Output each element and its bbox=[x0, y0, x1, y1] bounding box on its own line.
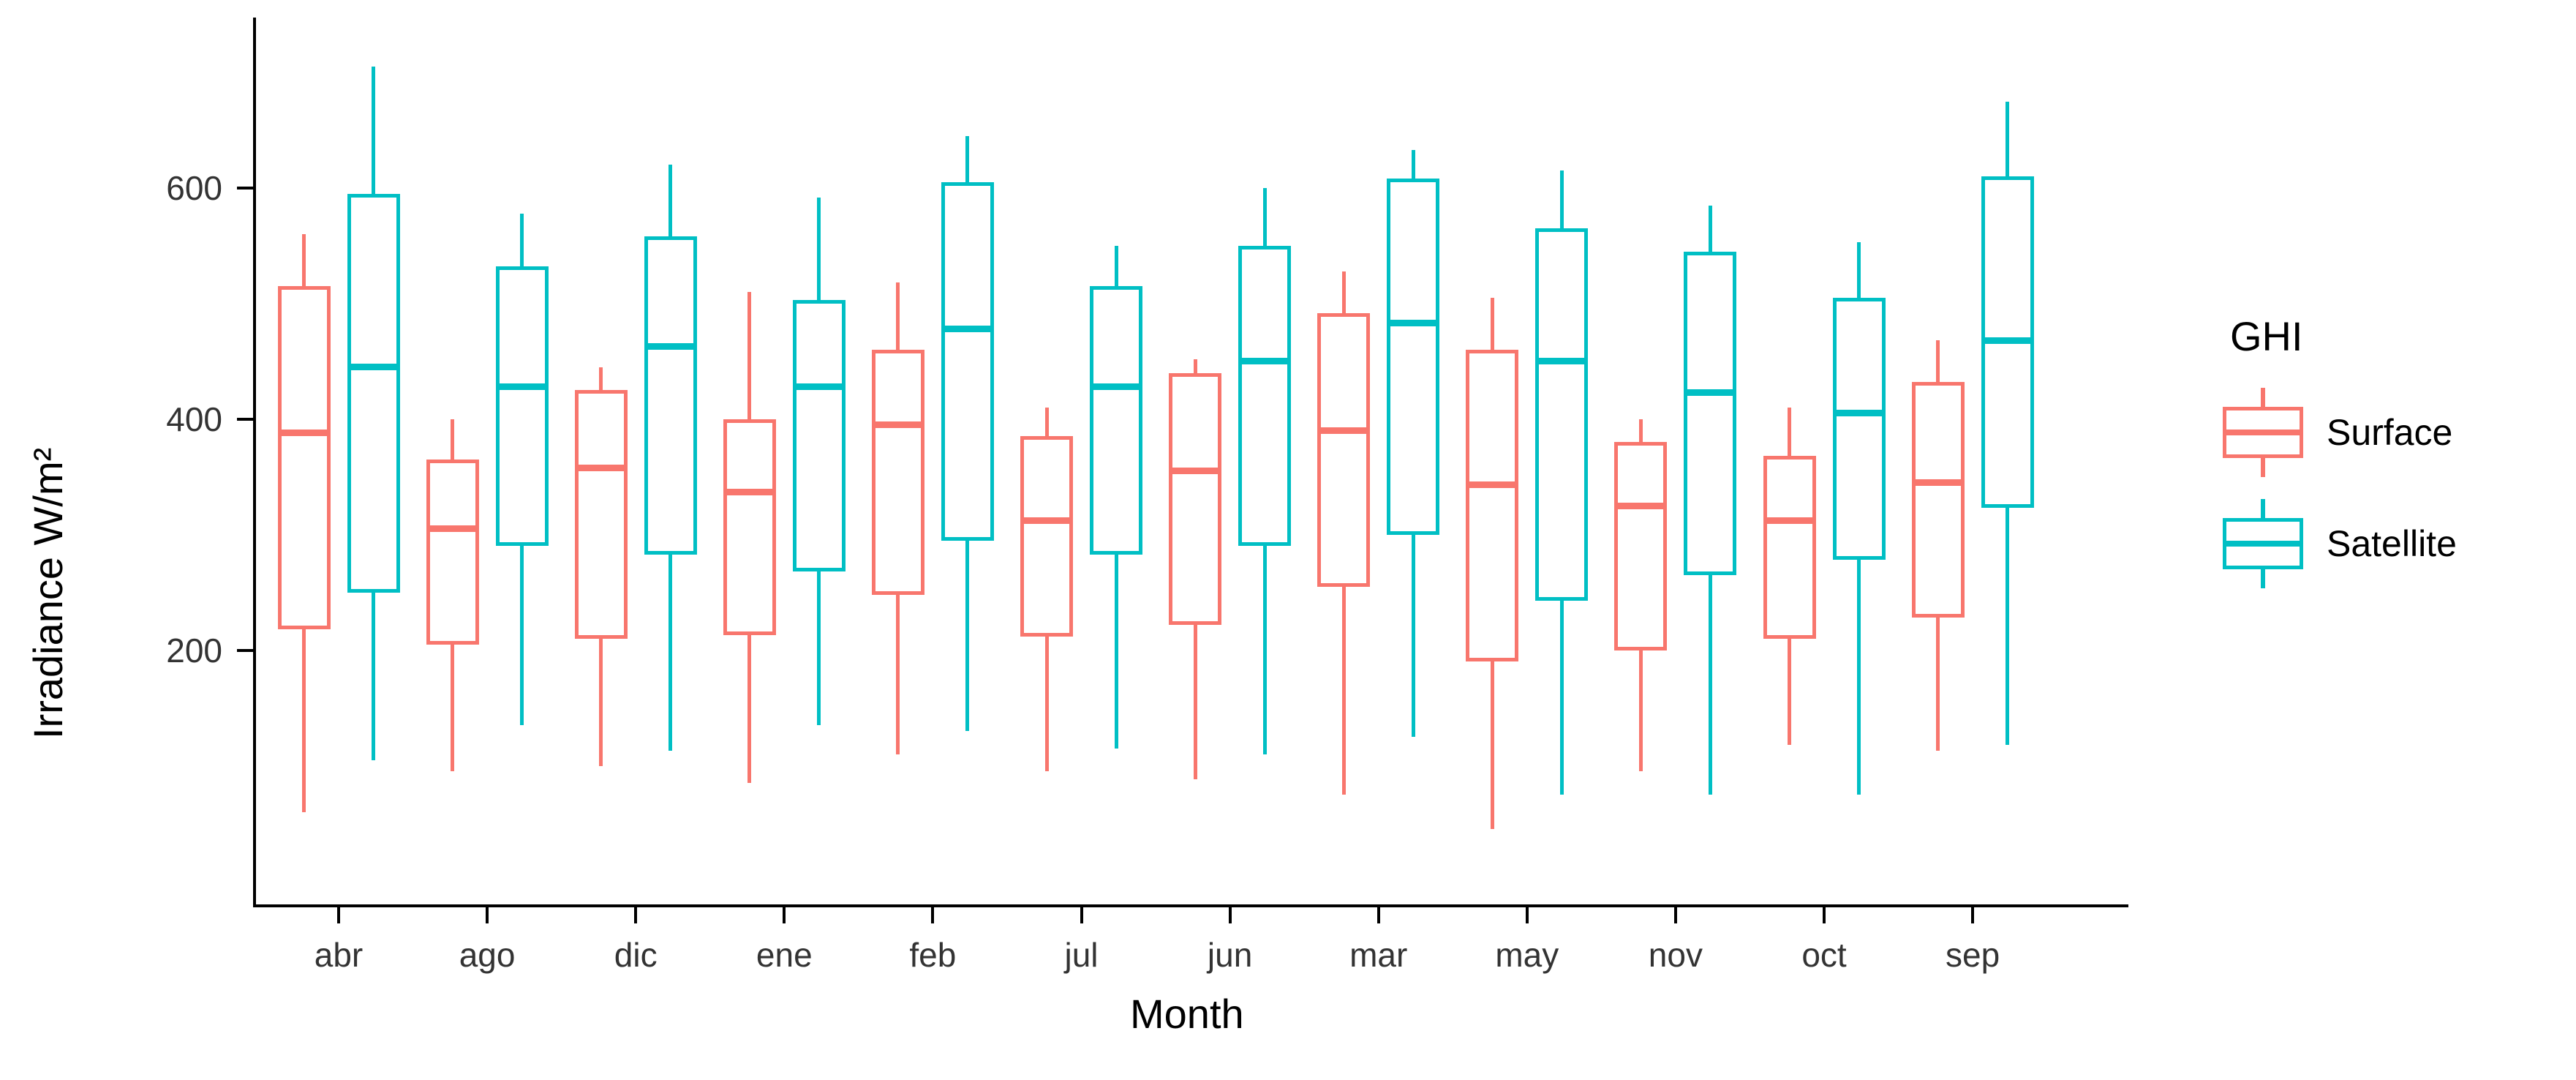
box-nov-surface bbox=[1614, 442, 1668, 650]
y-axis-title: Irradiance W/m² bbox=[25, 447, 71, 739]
key-median bbox=[2223, 541, 2303, 547]
box-ago-satellite bbox=[495, 266, 549, 547]
box-mar-satellite bbox=[1387, 179, 1440, 535]
x-tick-label-ago: ago bbox=[459, 936, 516, 974]
key-lower-whisker bbox=[2261, 458, 2265, 477]
median-may-surface bbox=[1466, 481, 1519, 489]
median-mar-surface bbox=[1317, 427, 1371, 435]
satellite-boxplot-key-icon bbox=[2220, 499, 2306, 588]
box-dic-surface bbox=[574, 390, 628, 639]
y-tick-mark bbox=[237, 417, 253, 421]
x-tick-mark bbox=[1525, 907, 1529, 923]
key-median bbox=[2223, 430, 2303, 435]
x-tick-label-oct: oct bbox=[1801, 936, 1847, 974]
median-abr-satellite bbox=[347, 364, 400, 371]
x-axis-title: Month bbox=[1130, 991, 1244, 1037]
median-feb-surface bbox=[871, 421, 924, 429]
box-jul-surface bbox=[1020, 436, 1073, 637]
median-oct-surface bbox=[1763, 517, 1816, 525]
box-dic-satellite bbox=[644, 236, 697, 555]
x-tick-mark bbox=[1080, 907, 1083, 923]
median-oct-satellite bbox=[1832, 410, 1886, 417]
x-tick-label-sep: sep bbox=[1946, 936, 2000, 974]
x-tick-mark bbox=[1823, 907, 1826, 923]
median-may-satellite bbox=[1535, 358, 1589, 365]
median-ago-satellite bbox=[495, 383, 549, 391]
y-tick-mark bbox=[237, 186, 253, 190]
surface-boxplot-key-icon bbox=[2220, 388, 2306, 477]
x-tick-mark bbox=[931, 907, 935, 923]
box-nov-satellite bbox=[1684, 251, 1737, 575]
key-lower-whisker bbox=[2261, 569, 2265, 588]
x-tick-label-abr: abr bbox=[314, 936, 364, 974]
x-tick-mark bbox=[1376, 907, 1380, 923]
x-tick-label-dic: dic bbox=[614, 936, 658, 974]
x-tick-mark bbox=[783, 907, 786, 923]
box-ene-surface bbox=[723, 419, 776, 636]
box-abr-satellite bbox=[347, 193, 400, 593]
legend-label-surface: Surface bbox=[2327, 412, 2453, 453]
y-tick-label: 200 bbox=[166, 631, 222, 670]
legend-entry-surface: Surface bbox=[2220, 388, 2457, 477]
median-jun-satellite bbox=[1238, 358, 1292, 365]
legend-label-satellite: Satellite bbox=[2327, 523, 2457, 564]
y-axis-line bbox=[253, 18, 256, 907]
box-mar-surface bbox=[1317, 312, 1371, 587]
x-tick-label-feb: feb bbox=[909, 936, 957, 974]
median-mar-satellite bbox=[1387, 320, 1440, 327]
y-tick-mark bbox=[237, 648, 253, 652]
y-tick-label: 600 bbox=[166, 168, 222, 207]
x-axis-line bbox=[253, 904, 2128, 907]
box-abr-surface bbox=[277, 286, 331, 630]
y-tick-label: 400 bbox=[166, 400, 222, 438]
box-feb-surface bbox=[871, 350, 924, 595]
median-ago-surface bbox=[426, 525, 479, 533]
box-jul-satellite bbox=[1090, 286, 1142, 555]
x-tick-mark bbox=[1228, 907, 1232, 923]
x-tick-mark bbox=[634, 907, 638, 923]
x-tick-label-mar: mar bbox=[1349, 936, 1408, 974]
median-dic-satellite bbox=[644, 342, 697, 350]
box-ago-surface bbox=[426, 460, 479, 645]
median-nov-satellite bbox=[1684, 389, 1737, 396]
legend: GHI Surface Satellite bbox=[2220, 316, 2457, 610]
median-jun-surface bbox=[1169, 468, 1222, 475]
median-jul-surface bbox=[1020, 517, 1073, 525]
median-ene-satellite bbox=[792, 383, 846, 391]
box-oct-surface bbox=[1763, 456, 1816, 639]
x-tick-label-may: may bbox=[1495, 936, 1559, 974]
legend-entry-satellite: Satellite bbox=[2220, 499, 2457, 588]
box-feb-satellite bbox=[941, 182, 994, 541]
x-tick-label-nov: nov bbox=[1648, 936, 1703, 974]
median-nov-surface bbox=[1614, 502, 1668, 509]
box-oct-satellite bbox=[1832, 297, 1886, 560]
x-tick-mark bbox=[1673, 907, 1677, 923]
median-feb-satellite bbox=[941, 326, 994, 333]
box-jun-surface bbox=[1169, 372, 1222, 625]
x-tick-mark bbox=[486, 907, 489, 923]
median-ene-surface bbox=[723, 488, 776, 495]
x-tick-label-ene: ene bbox=[756, 936, 813, 974]
x-tick-mark bbox=[1971, 907, 1975, 923]
x-tick-mark bbox=[337, 907, 340, 923]
box-may-surface bbox=[1466, 350, 1519, 662]
box-sep-surface bbox=[1911, 382, 1965, 618]
box-ene-satellite bbox=[792, 300, 846, 572]
box-may-satellite bbox=[1535, 228, 1589, 601]
median-sep-surface bbox=[1911, 479, 1965, 487]
median-abr-surface bbox=[277, 430, 331, 437]
x-tick-label-jul: jul bbox=[1064, 936, 1099, 974]
legend-title: GHI bbox=[2230, 313, 2303, 359]
median-sep-satellite bbox=[1981, 337, 2034, 344]
median-dic-surface bbox=[574, 464, 628, 471]
x-tick-label-jun: jun bbox=[1207, 936, 1253, 974]
key-upper-whisker bbox=[2261, 499, 2265, 518]
median-jul-satellite bbox=[1090, 383, 1142, 391]
key-upper-whisker bbox=[2261, 388, 2265, 407]
box-jun-satellite bbox=[1238, 245, 1292, 547]
